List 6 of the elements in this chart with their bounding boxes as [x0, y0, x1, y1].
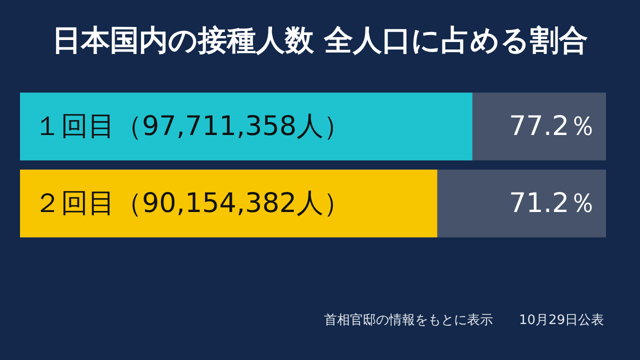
data-label: 77.2％	[509, 111, 596, 142]
y-tick-label: ２回目（90,154,382人）	[34, 188, 351, 219]
chart-title: 日本国内の接種人数 全人口に占める割合	[52, 22, 588, 57]
y-tick-label: １回目（97,711,358人）	[34, 111, 351, 142]
text: 首相官邸の情報をもとに表示 10月29日公表	[324, 313, 604, 328]
data-label: 71.2％	[509, 188, 596, 219]
